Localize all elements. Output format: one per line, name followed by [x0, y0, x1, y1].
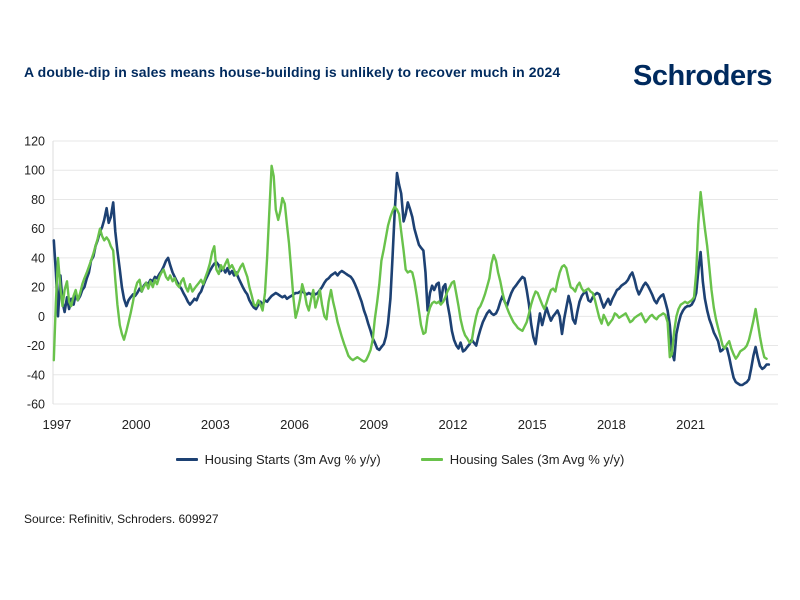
schroders-logo: Schroders	[633, 60, 772, 92]
y-tick-label: 0	[38, 310, 45, 324]
housing-starts-line-swatch	[175, 457, 198, 462]
legend-label-housing-starts: Housing Starts (3m Avg % y/y)	[204, 452, 381, 467]
x-tick-label: 2015	[518, 417, 547, 432]
y-tick-label: -60	[27, 398, 45, 412]
x-tick-label: 2003	[201, 417, 230, 432]
y-tick-label: -20	[27, 339, 45, 353]
housing-starts-line	[52, 171, 771, 387]
housing-sales-line	[52, 164, 768, 363]
legend-label-housing-sales: Housing Sales (3m Avg % y/y)	[449, 452, 625, 467]
y-tick-label: -40	[27, 368, 45, 382]
x-tick-label: 2000	[122, 417, 151, 432]
x-tick-label: 1997	[42, 417, 71, 432]
chart-title: A double-dip in sales means house-buildi…	[24, 64, 561, 80]
x-tick-label: 2009	[359, 417, 388, 432]
housing-sales-line-swatch	[420, 457, 443, 462]
x-tick-label: 2006	[280, 417, 309, 432]
legend-item-housing-starts: Housing Starts (3m Avg % y/y)	[175, 452, 381, 467]
x-tick-label: 2021	[676, 417, 705, 432]
y-tick-label: 100	[24, 164, 45, 178]
line-chart: 120 100 80 60 40 20 0 -20 -40 -60 1997 2000 2003 2006…	[24, 135, 778, 432]
y-tick-label: 40	[31, 251, 45, 265]
x-tick-label: 2012	[439, 417, 468, 432]
y-tick-label: 120	[24, 135, 45, 149]
y-tick-label: 80	[31, 193, 45, 207]
x-tick-label: 2018	[597, 417, 626, 432]
y-tick-label: 60	[31, 222, 45, 236]
legend-item-housing-sales: Housing Sales (3m Avg % y/y)	[420, 452, 625, 467]
y-tick-label: 20	[31, 281, 45, 295]
chart-legend: Housing Starts (3m Avg % y/y) Housing Sa…	[0, 452, 800, 467]
source-note: Source: Refinitiv, Schroders. 609927	[24, 512, 219, 526]
